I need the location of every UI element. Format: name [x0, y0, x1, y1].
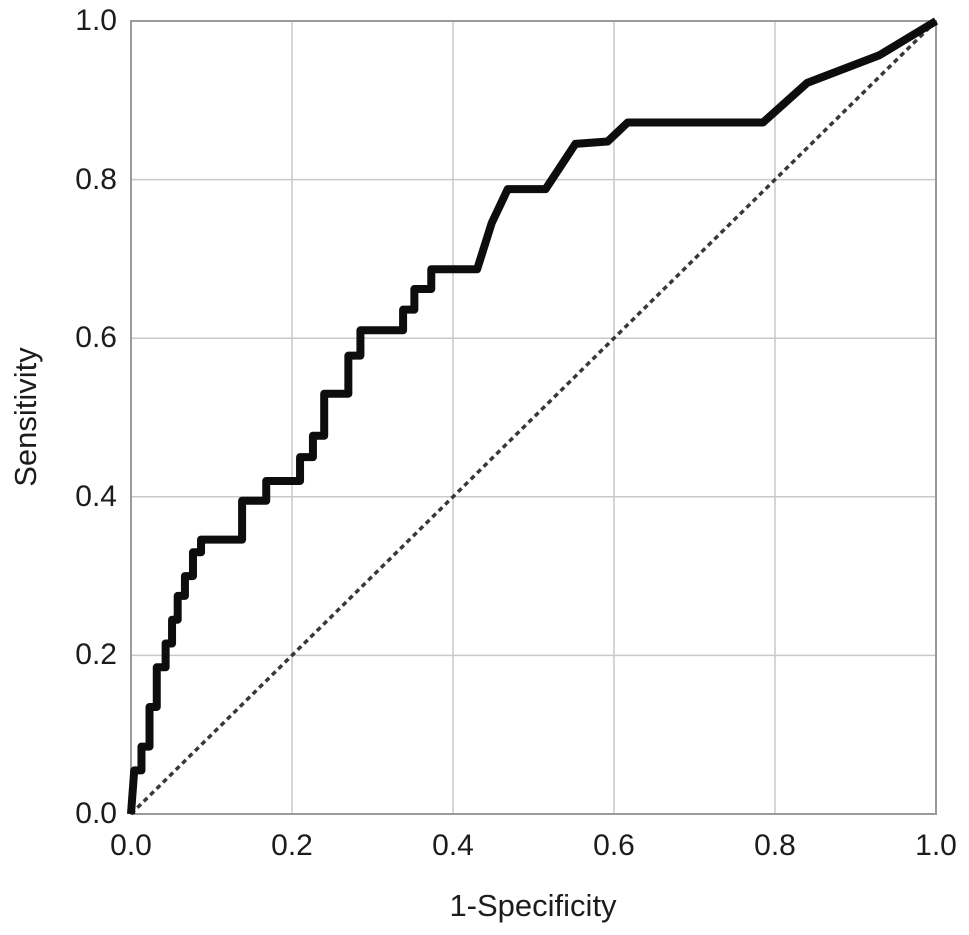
x-tick-label: 1.0: [915, 829, 957, 862]
x-tick-label: 0.2: [271, 829, 313, 862]
y-tick-label: 0.4: [75, 479, 117, 513]
y-tick-label: 0.2: [75, 638, 117, 672]
y-tick-label: 1.0: [75, 4, 117, 37]
x-axis-label: 1-Specificity: [449, 888, 617, 923]
plot-border-box: [130, 20, 937, 815]
gridlines: [131, 21, 936, 814]
x-tick-label: 0.8: [754, 829, 796, 862]
y-axis-label: Sensitivity: [8, 347, 43, 487]
x-tick-label: 0.0: [110, 829, 152, 862]
y-tick-label: 0.6: [75, 321, 117, 355]
y-tick-label: 0.8: [75, 162, 117, 196]
x-tick-label: 0.6: [593, 829, 635, 862]
x-tick-label: 0.4: [432, 829, 474, 862]
diagonal-reference-line: [129, 19, 938, 816]
y-tick-label: 0.0: [75, 797, 117, 830]
roc-curve: [127, 17, 939, 815]
